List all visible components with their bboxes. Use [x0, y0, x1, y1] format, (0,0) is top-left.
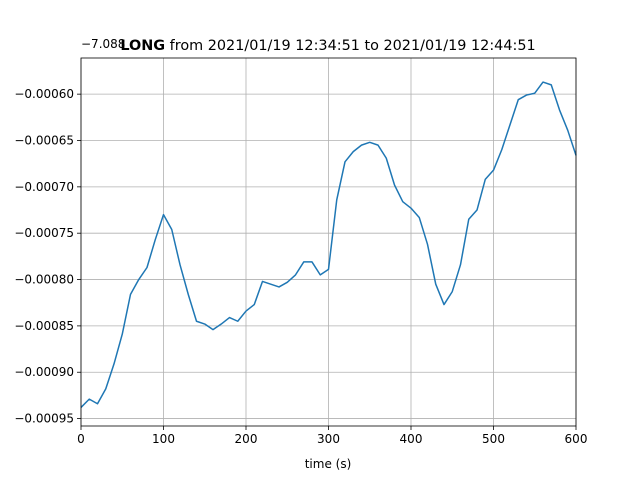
- x-tick-label: 200: [235, 432, 258, 446]
- data-line: [80, 81, 577, 408]
- title-rest: from 2021/01/19 12:34:51 to 2021/01/19 1…: [165, 38, 536, 54]
- grid: [80, 58, 577, 426]
- x-tick-label: 300: [317, 432, 340, 446]
- y-tick-label: −0.00065: [14, 133, 74, 147]
- plot: [80, 81, 577, 408]
- y-tick-label: −0.00085: [14, 319, 74, 333]
- ticks: 0 100 200 300 400 500 600 −0.00095 −0.00090 −0.00…: [14, 87, 587, 446]
- offset-text: −7.088: [81, 37, 125, 51]
- x-tick-label: 600: [565, 432, 588, 446]
- x-tick-label: 400: [400, 432, 423, 446]
- x-tick-label: 500: [482, 432, 505, 446]
- y-tick-label: −0.00090: [14, 365, 74, 379]
- x-tick-label: 0: [77, 432, 85, 446]
- chart-title: LONG from 2021/01/19 12:34:51 to 2021/01…: [120, 38, 535, 54]
- x-tick-label: 100: [152, 432, 175, 446]
- y-tick-label: −0.00095: [14, 412, 74, 426]
- y-tick-label: −0.00060: [14, 87, 74, 101]
- y-tick-label: −0.00070: [14, 180, 74, 194]
- y-tick-label: −0.00075: [14, 226, 74, 240]
- y-tick-label: −0.00080: [14, 273, 74, 287]
- x-axis-label: time (s): [305, 457, 352, 471]
- title-bold: LONG: [120, 38, 165, 54]
